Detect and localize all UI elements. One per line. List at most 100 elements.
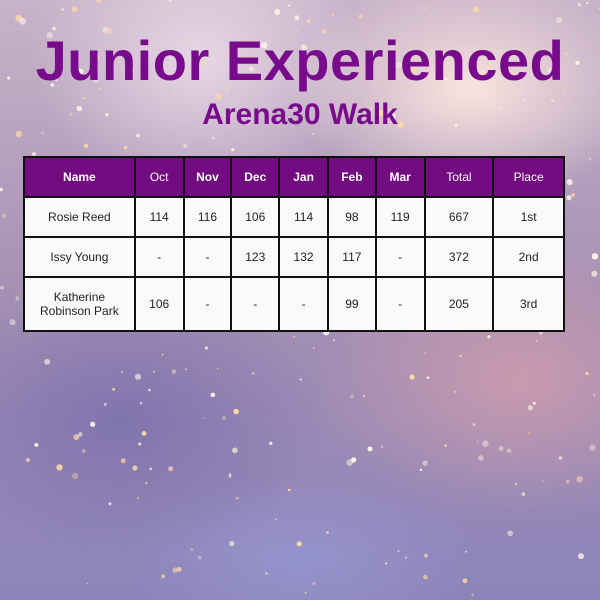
bokeh-dot <box>204 346 209 350</box>
table-cell-nov: - <box>182 276 233 332</box>
bokeh-dot <box>566 195 572 201</box>
bokeh-dot <box>296 541 302 547</box>
bokeh-dot <box>304 591 307 594</box>
table-cell-feb: 98 <box>326 196 377 238</box>
bokeh-dot <box>136 133 140 138</box>
bokeh-dot <box>326 531 329 534</box>
bokeh-dot <box>134 373 142 380</box>
bokeh-dot <box>312 581 316 585</box>
bokeh-dot <box>15 130 23 138</box>
bokeh-dot <box>422 460 428 466</box>
table-cell-place: 1st <box>492 196 565 238</box>
bokeh-dot <box>473 6 479 13</box>
bokeh-dot <box>577 553 585 560</box>
bokeh-dot <box>521 492 526 496</box>
bokeh-dot <box>564 51 568 56</box>
bokeh-dot <box>145 482 148 485</box>
bokeh-dot <box>260 41 268 49</box>
results-table: Name Oct Nov Dec Jan Feb Mar Total Place… <box>23 156 565 332</box>
bokeh-dot <box>203 416 205 419</box>
bokeh-dot <box>103 402 107 406</box>
bokeh-dot <box>476 440 479 443</box>
bokeh-dot <box>176 566 182 572</box>
bokeh-dot <box>558 456 563 460</box>
bokeh-dot <box>546 67 553 73</box>
bokeh-dot <box>274 8 281 15</box>
bokeh-dot <box>462 578 468 584</box>
bokeh-dot <box>311 133 314 136</box>
bokeh-dot <box>121 371 124 374</box>
bokeh-dot <box>108 502 112 506</box>
table-row: Issy Young - -123 132 117-372 2nd <box>23 236 565 278</box>
bokeh-dot <box>132 465 138 471</box>
table-cell-jan: 114 <box>278 196 329 238</box>
bokeh-dot <box>454 390 457 393</box>
bokeh-dot <box>426 376 430 380</box>
bokeh-dot <box>409 374 415 380</box>
table-cell-feb: 99 <box>326 276 377 332</box>
bokeh-dot <box>514 482 517 486</box>
bokeh-dot <box>585 372 589 376</box>
bokeh-dot <box>130 69 134 73</box>
bokeh-dot <box>105 113 109 117</box>
bokeh-dot <box>94 54 100 60</box>
bokeh-dot <box>357 62 360 65</box>
bokeh-dot <box>288 4 291 7</box>
table-cell-mar: 119 <box>374 196 426 238</box>
bokeh-dot <box>222 415 226 420</box>
bokeh-dot <box>46 32 54 39</box>
bokeh-dot <box>380 445 384 448</box>
bokeh-dot <box>86 582 89 585</box>
bokeh-dot <box>0 285 4 290</box>
bokeh-dot <box>556 17 562 24</box>
table-cell-mar: - <box>374 276 426 332</box>
table-cell-dec: 123 <box>230 236 281 278</box>
bokeh-dot <box>19 17 26 25</box>
bokeh-dot <box>293 335 296 338</box>
bokeh-dot <box>506 448 512 453</box>
bokeh-dot <box>112 387 116 391</box>
bokeh-dot <box>106 28 113 35</box>
bokeh-dot <box>331 12 335 17</box>
bokeh-dot <box>31 151 37 157</box>
bokeh-dot <box>589 157 592 160</box>
bokeh-dot <box>566 179 573 186</box>
bokeh-dot <box>362 395 365 398</box>
bokeh-dot <box>7 76 11 80</box>
bokeh-dot <box>591 253 599 260</box>
bokeh-dot <box>589 444 596 451</box>
bokeh-dot <box>322 29 327 34</box>
bokeh-dot <box>231 148 235 152</box>
bokeh-dot <box>172 567 179 573</box>
header-total: Total <box>423 156 495 198</box>
bokeh-dot <box>397 550 400 553</box>
bokeh-dot <box>444 444 447 448</box>
bokeh-dot <box>69 112 73 116</box>
bokeh-dot <box>123 145 128 150</box>
bokeh-dot <box>575 60 580 65</box>
bokeh-dot <box>152 370 156 373</box>
bokeh-dot <box>15 296 20 301</box>
bokeh-dot <box>171 369 177 374</box>
bokeh-dot <box>249 66 254 72</box>
bokeh-dot <box>365 70 369 73</box>
table-cell-oct: - <box>133 236 185 278</box>
bokeh-dot <box>90 421 96 427</box>
bokeh-dot <box>232 447 238 454</box>
page-subtitle: Arena30 Walk <box>202 98 398 131</box>
bokeh-dot <box>351 457 357 463</box>
bokeh-dot <box>411 67 418 73</box>
page-title: Junior Experienced <box>35 29 565 92</box>
bokeh-dot <box>565 479 570 484</box>
bokeh-dot <box>168 466 174 472</box>
bokeh-dot <box>435 62 442 68</box>
bokeh-dot <box>73 434 80 441</box>
bokeh-dot <box>391 3 394 6</box>
bokeh-dot <box>571 193 576 197</box>
bokeh-dot <box>161 574 166 579</box>
bokeh-dot <box>397 121 404 128</box>
bokeh-dot <box>50 83 55 87</box>
bokeh-dot <box>228 474 232 478</box>
bokeh-dot <box>478 455 484 461</box>
bokeh-dot <box>56 464 63 471</box>
